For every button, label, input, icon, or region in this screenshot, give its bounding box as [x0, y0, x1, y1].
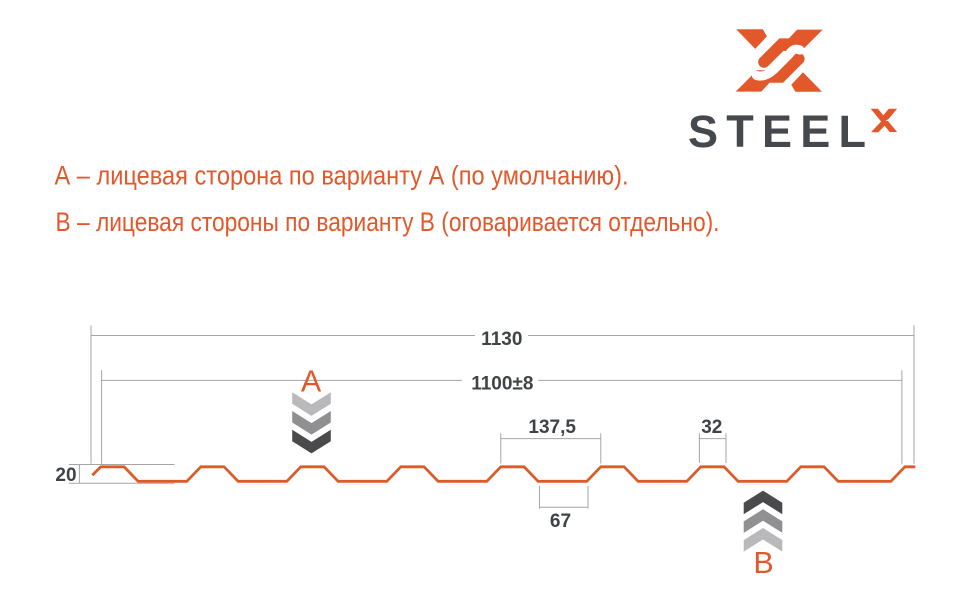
svg-text:В – лицевая стороны по вариант: В – лицевая стороны по варианту В (огова…: [56, 207, 720, 237]
svg-text:1100±8: 1100±8: [471, 373, 533, 394]
svg-text:А: А: [301, 365, 322, 399]
svg-text:1130: 1130: [481, 329, 522, 350]
svg-text:В: В: [753, 546, 773, 580]
svg-text:67: 67: [550, 511, 571, 532]
svg-text:А – лицевая сторона по вариант: А – лицевая сторона по варианту А (по ум…: [55, 161, 629, 191]
svg-text:32: 32: [701, 417, 722, 438]
svg-text:137,5: 137,5: [528, 417, 576, 438]
svg-text:20: 20: [55, 465, 76, 486]
svg-text:STEEL: STEEL: [688, 106, 866, 157]
